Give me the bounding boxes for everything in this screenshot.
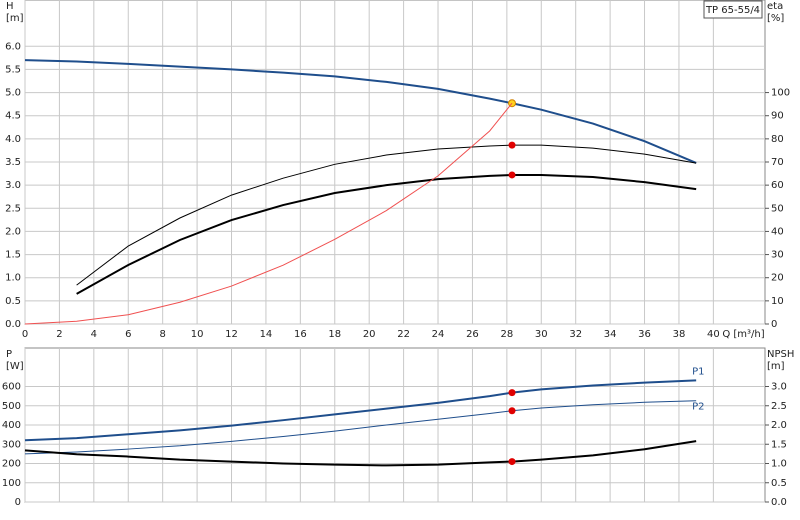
x-tick-label: 2 [56,329,62,340]
y-axis-unit: [W] [6,361,24,372]
operating-point [508,458,516,466]
y2-tick-label: 20 [771,273,784,284]
y-tick-label: 400 [2,420,21,431]
y2-axis-unit: [%] [767,13,784,24]
y-tick-label: 200 [2,459,21,470]
y-tick-label: 4.5 [5,111,21,122]
series-label: P1 [692,366,704,377]
y-tick-label: 5.5 [5,64,21,75]
y2-tick-label: 90 [771,111,784,122]
y-tick-label: 5.0 [5,88,21,99]
y-tick-label: 0.5 [5,296,21,307]
series-line [24,400,697,455]
x-tick-label: 10 [191,329,204,340]
y-tick-label: 3.5 [5,157,21,168]
y2-tick-label: 0 [771,319,777,330]
y2-tick-label: 50 [771,203,784,214]
y2-tick-label: 70 [771,157,784,168]
x-tick-label: 28 [500,329,513,340]
y-tick-label: 4.0 [5,134,21,145]
x-tick-label: 8 [159,329,165,340]
y-axis-unit: [m] [6,13,24,24]
series-line [76,144,697,286]
y-tick-label: 6.0 [5,41,21,52]
x-tick-label: 16 [294,329,307,340]
y2-tick-label: 3.0 [771,382,787,393]
x-tick-label: 38 [673,329,686,340]
chart-title: TP 65-55/4 [705,5,760,16]
x-tick-label: 34 [604,329,617,340]
y-tick-label: 300 [2,439,21,450]
series-line [24,102,513,325]
y-tick-label: 600 [2,382,21,393]
operating-point [508,389,516,397]
y2-tick-label: 0.5 [771,478,787,489]
y2-tick-label: 40 [771,226,784,237]
y-axis-label: P [6,349,12,360]
y2-tick-label: 60 [771,180,784,191]
x-tick-label: 22 [397,329,410,340]
y2-tick-label: 10 [771,296,784,307]
x-axis-label: Q [m³/h] [722,329,764,340]
series-line [24,59,697,164]
y2-axis-unit: [m] [767,361,785,372]
x-tick-label: 40 [707,329,720,340]
y-tick-label: 2.5 [5,203,21,214]
y2-axis-label: NPSH [767,349,794,360]
y2-tick-label: 30 [771,250,784,261]
y2-tick-label: 0.0 [771,497,787,508]
x-tick-label: 20 [363,329,376,340]
y-tick-label: 3.0 [5,180,21,191]
operating-point [508,141,516,149]
series-line [24,440,697,467]
x-tick-label: 14 [260,329,273,340]
y2-tick-label: 2.5 [771,401,787,412]
x-tick-label: 36 [638,329,651,340]
y2-tick-label: 1.5 [771,439,787,450]
y-axis-label: H [6,1,14,12]
x-tick-label: 0 [22,329,28,340]
x-tick-label: 6 [125,329,131,340]
series-label: P2 [692,402,704,413]
y-tick-label: 100 [2,478,21,489]
series-line [76,173,697,295]
y-tick-label: 1.0 [5,273,21,284]
y2-tick-label: 2.0 [771,420,787,431]
series-line [24,379,697,442]
x-tick-label: 30 [535,329,548,340]
title-box [703,0,763,19]
y2-axis-label: eta [767,1,783,12]
x-tick-label: 32 [569,329,582,340]
x-tick-label: 24 [432,329,445,340]
y-tick-label: 1.5 [5,250,21,261]
x-tick-label: 4 [91,329,97,340]
y-tick-label: 500 [2,401,21,412]
y2-tick-label: 1.0 [771,459,787,470]
y2-tick-label: 80 [771,134,784,145]
operating-point [508,407,516,415]
x-tick-label: 18 [328,329,341,340]
y-tick-label: 0.0 [5,319,21,330]
y-tick-label: 0 [15,497,21,508]
x-tick-label: 12 [225,329,238,340]
operating-point [508,171,516,179]
y2-tick-label: 100 [771,88,790,99]
y-tick-label: 2.0 [5,226,21,237]
x-tick-label: 26 [466,329,479,340]
